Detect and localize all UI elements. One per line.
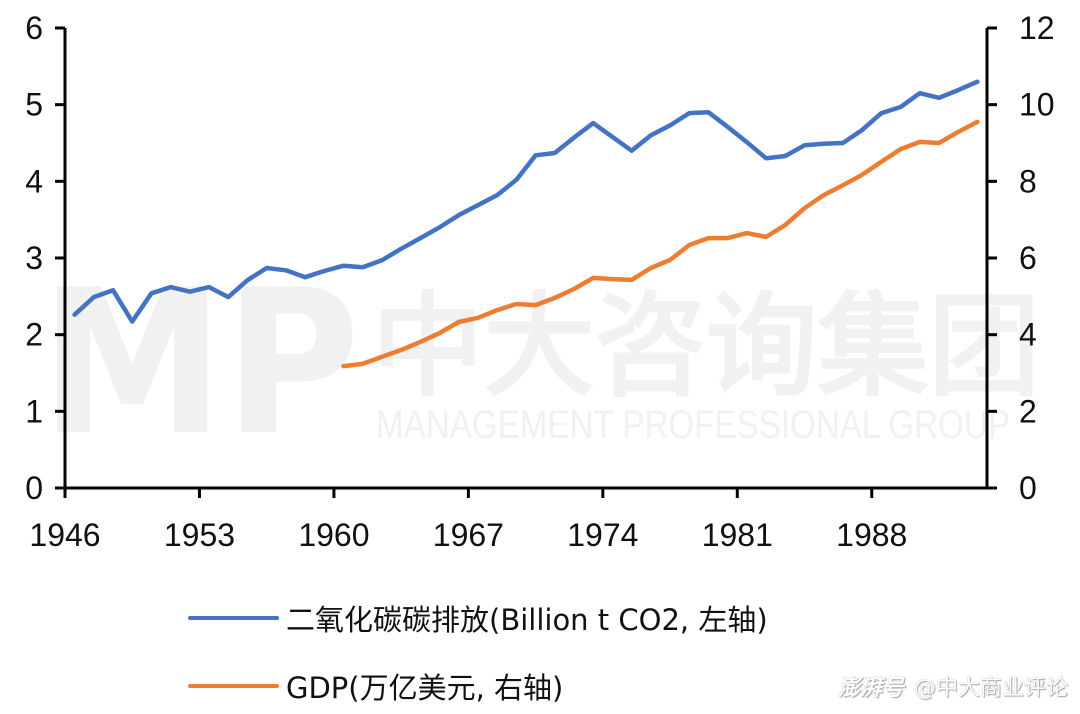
watermark-company-en: MANAGEMENT PROFESSIONAL GROUP (376, 403, 1010, 447)
plot-lines (72, 79, 980, 369)
credit-handle: @中大商业评论 (913, 676, 1068, 701)
right-tick-label: 12 (1019, 10, 1055, 46)
legend: 二氧化碳碳排放(Billion t CO2, 左轴) GDP(万亿美元, 右轴) (188, 603, 768, 705)
left-tick-label: 4 (25, 163, 43, 199)
left-tick-label: 0 (25, 470, 43, 506)
series-line-co2 (72, 79, 980, 324)
left-tick-label: 1 (25, 393, 43, 429)
left-tick-label: 2 (25, 317, 43, 353)
right-tick-label: 4 (1019, 317, 1037, 353)
watermark-logo: MP (40, 247, 360, 480)
x-tick-label: 1981 (702, 517, 773, 553)
source-credit: 澎湃号 @中大商业评论 (838, 670, 1068, 702)
watermark-company-cn: 中大咨询集团 (372, 282, 1040, 412)
right-tick-label: 10 (1019, 87, 1055, 123)
credit-brand: 澎湃号 (837, 676, 904, 701)
x-tick-label: 1946 (29, 517, 100, 553)
x-tick-label: 1960 (298, 517, 369, 553)
legend-label-co2: 二氧化碳碳排放(Billion t CO2, 左轴) (286, 603, 768, 637)
right-tick-label: 8 (1019, 163, 1037, 199)
x-tick-label: 1967 (433, 517, 504, 553)
x-tick-label: 1988 (836, 517, 907, 553)
left-tick-label: 3 (25, 240, 43, 276)
right-tick-label: 6 (1019, 240, 1037, 276)
x-tick-label: 1974 (567, 517, 638, 553)
right-tick-label: 0 (1019, 470, 1037, 506)
legend-label-gdp: GDP(万亿美元, 右轴) (286, 671, 563, 705)
watermark: MP 中大咨询集团 MANAGEMENT PROFESSIONAL GROUP (40, 247, 1040, 480)
right-tick-label: 2 (1019, 393, 1037, 429)
left-tick-label: 6 (25, 10, 43, 46)
left-tick-label: 5 (25, 87, 43, 123)
x-tick-label: 1953 (164, 517, 235, 553)
series-line-gdp (341, 119, 980, 369)
